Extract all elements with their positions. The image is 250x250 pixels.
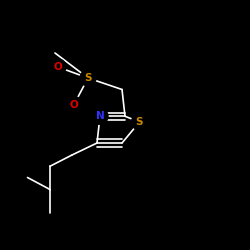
Text: S: S [136, 117, 143, 127]
Circle shape [92, 108, 108, 124]
Circle shape [66, 96, 82, 112]
Text: S: S [84, 73, 92, 83]
Text: N: N [96, 111, 104, 121]
Text: O: O [70, 100, 78, 110]
Circle shape [50, 59, 66, 75]
Circle shape [132, 114, 148, 130]
Text: O: O [54, 62, 62, 72]
Circle shape [80, 70, 96, 86]
